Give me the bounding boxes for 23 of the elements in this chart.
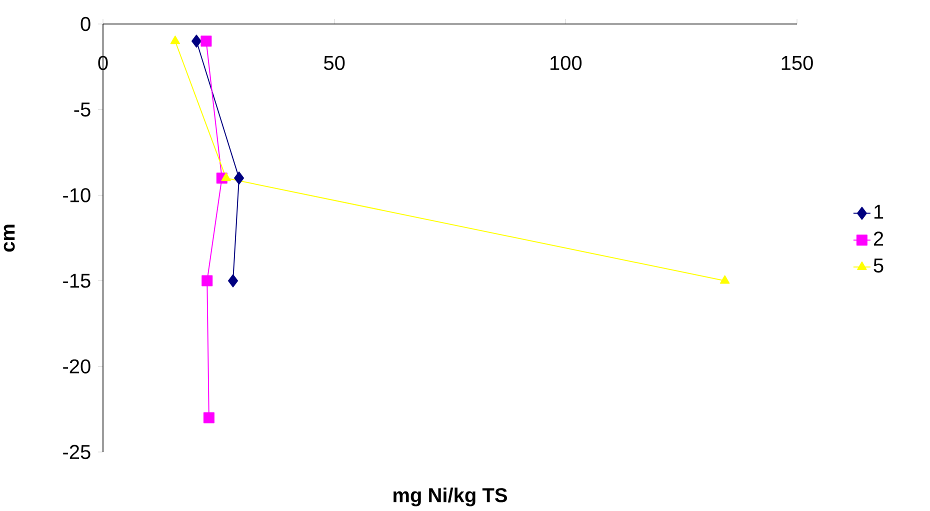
point <box>191 34 202 48</box>
y-tick-label: -10 <box>63 188 90 202</box>
legend-label: 1 <box>874 204 884 219</box>
y-axis-title: cm <box>4 224 15 252</box>
point <box>170 36 180 44</box>
y-tick-label: -15 <box>63 274 90 288</box>
legend-label: 2 <box>874 232 884 246</box>
point <box>228 274 238 288</box>
point <box>202 275 213 286</box>
point <box>720 275 730 284</box>
point <box>203 412 214 424</box>
y-tick-label: 0 <box>80 16 90 32</box>
legend-label: 5 <box>874 258 884 273</box>
point <box>200 36 212 47</box>
point <box>221 172 231 182</box>
y-tick-label: -25 <box>63 444 90 460</box>
y-tick-label: -5 <box>74 102 90 117</box>
y-tick-label: -20 <box>63 359 90 374</box>
x-tick-label: 50 <box>324 56 345 70</box>
x-axis-title: mg Ni/kg TS <box>394 488 508 506</box>
point <box>234 172 244 185</box>
x-tick-label: 150 <box>782 56 813 70</box>
x-tick-label: 100 <box>550 56 582 70</box>
